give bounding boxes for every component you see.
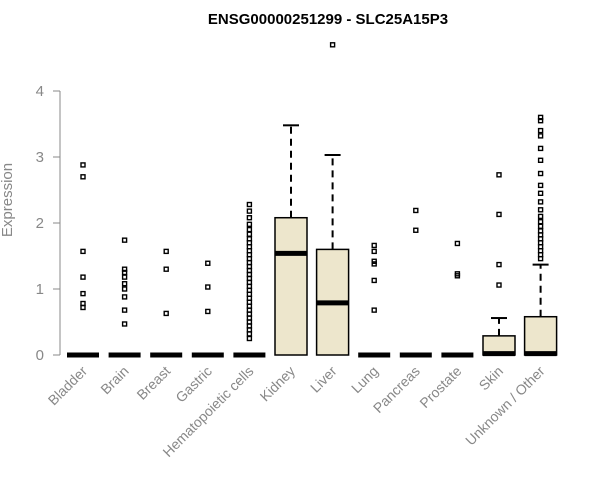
box-group-liver (315, 42, 350, 356)
box-group-hematopoietic-cells (233, 201, 266, 358)
x-tick-label: Liver (307, 363, 340, 396)
x-tick-label: Skin (476, 363, 507, 394)
outlier-point (537, 157, 544, 164)
outlier-point (246, 226, 253, 233)
outlier-point (537, 170, 544, 177)
outlier-point (246, 335, 253, 342)
outlier-point (205, 308, 211, 315)
outlier-point (121, 307, 128, 313)
outlier-point (496, 261, 502, 268)
y-axis: 0 1 2 3 4 (36, 83, 61, 364)
outlier-point (537, 127, 544, 134)
box-group-kidney (274, 124, 308, 356)
y-tick-label: 0 (36, 347, 44, 364)
outlier-point (537, 213, 544, 220)
outlier-point (454, 240, 461, 247)
outlier-point (121, 321, 128, 327)
outlier-point (537, 218, 544, 225)
outlier-point (246, 208, 253, 214)
outlier-point (537, 133, 544, 139)
outlier-point (121, 294, 128, 300)
chart-title: ENSG00000251299 - SLC25A15P3 (208, 11, 448, 28)
outlier-point (246, 221, 253, 228)
outlier-point (121, 266, 128, 272)
outlier-point (121, 286, 128, 292)
outlier-point (537, 223, 544, 230)
box-group-bladder (67, 162, 99, 358)
x-tick-label: Kidney (257, 363, 299, 405)
outlier-point (329, 42, 336, 48)
y-axis-label: Expression (0, 163, 16, 237)
outlier-point (371, 277, 377, 284)
outlier-point (163, 266, 169, 272)
outlier-point (246, 331, 253, 337)
box-group-brain (108, 237, 141, 358)
x-tick-label: Bladder (45, 363, 91, 409)
x-tick-label: Prostate (416, 363, 464, 411)
outlier-point (246, 201, 253, 208)
outlier-point (537, 207, 544, 213)
outlier-point (80, 174, 86, 180)
x-tick-label: Breast (133, 363, 173, 403)
outlier-point (413, 207, 419, 214)
outlier-point (496, 282, 502, 288)
box-group-gastric (191, 260, 224, 358)
y-tick-label: 1 (36, 281, 44, 298)
outlier-point (537, 117, 544, 124)
y-tick-label: 3 (36, 149, 44, 166)
y-tick-label: 4 (36, 83, 44, 100)
outlier-point (163, 248, 169, 255)
outlier-point (80, 248, 86, 255)
outlier-point (163, 310, 169, 317)
outlier-point (246, 215, 253, 221)
x-tick-label: Unknown / Other (462, 363, 548, 449)
outlier-point (121, 269, 128, 276)
x-tick-label: Lung (348, 363, 381, 396)
box-group-lung (358, 242, 391, 358)
outlier-point (537, 182, 544, 189)
box-group-pancreas (399, 207, 432, 358)
outlier-point (121, 274, 128, 280)
box-group-prostate (441, 240, 474, 358)
boxes-layer (67, 42, 558, 358)
outlier-point (121, 237, 128, 243)
outlier-point (80, 162, 86, 168)
box-iqr (523, 315, 558, 356)
box-group-skin (482, 172, 516, 357)
outlier-point (80, 274, 86, 280)
outlier-point (413, 227, 419, 233)
outlier-point (246, 231, 253, 237)
outlier-point (371, 307, 377, 313)
outlier-point (371, 261, 377, 267)
outlier-point (371, 248, 377, 255)
outlier-point (121, 281, 128, 287)
outlier-point (80, 304, 86, 311)
box-group-unknown-other (523, 114, 558, 357)
outlier-point (454, 273, 461, 279)
box-group-breast (150, 248, 183, 358)
outlier-point (537, 199, 544, 205)
outlier-point (371, 242, 377, 249)
x-tick-label: Brain (97, 363, 131, 397)
outlier-point (80, 290, 86, 297)
outlier-point (496, 172, 502, 178)
outlier-point (537, 145, 544, 152)
outlier-point (537, 190, 544, 197)
outlier-point (205, 284, 211, 290)
outlier-point (205, 260, 211, 266)
y-tick-label: 2 (36, 215, 44, 232)
box-iqr (274, 216, 308, 356)
outlier-point (537, 255, 544, 262)
outlier-point (496, 211, 502, 218)
outlier-point (537, 114, 544, 121)
